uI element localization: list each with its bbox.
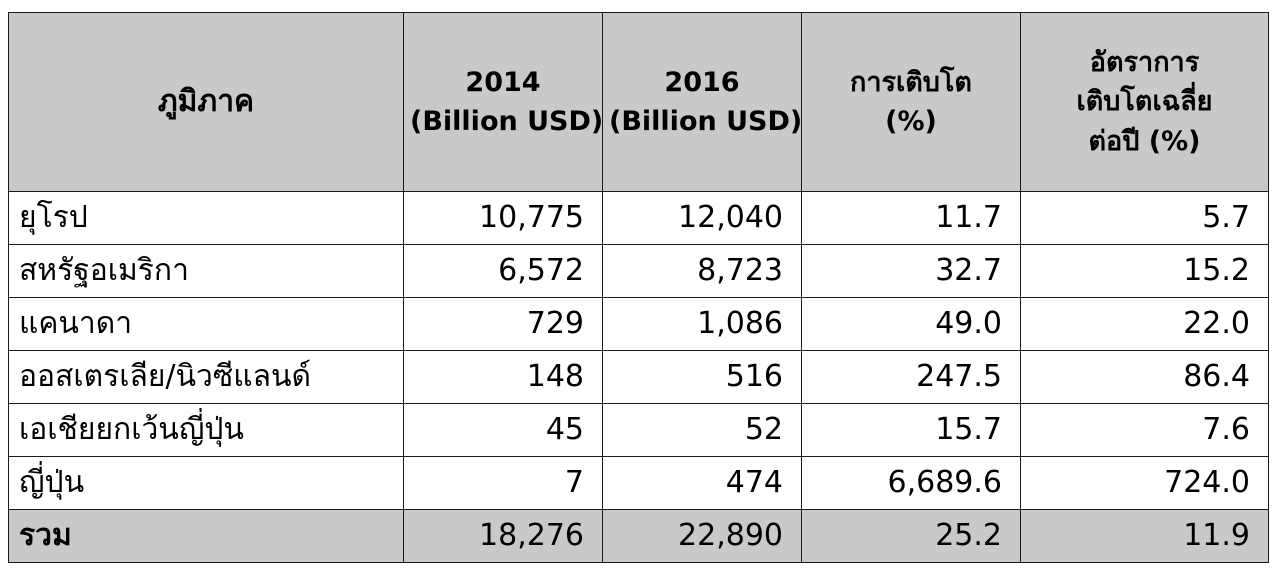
avg-growth-cell: 7.6	[1020, 403, 1269, 457]
avg-growth-cell: 15.2	[1020, 244, 1269, 298]
region-cell: เอเชียยกเว้นญี่ปุ่น	[8, 403, 404, 457]
header-2014: 2014 (Billion USD)	[403, 12, 603, 192]
total-label-cell: รวม	[8, 509, 404, 563]
total-2016-cell: 22,890	[602, 509, 802, 563]
data-table: ภูมิภาค 2014 (Billion USD) 2016 (Billion…	[8, 12, 1269, 563]
header-2016-unit: (Billion USD)	[609, 106, 802, 137]
table-row: แคนาดา 729 1,086 49.0 22.0	[8, 297, 1269, 351]
value-2014-cell: 6,572	[403, 244, 603, 298]
value-2014-cell: 7	[403, 456, 603, 510]
value-2016-cell: 8,723	[602, 244, 802, 298]
header-2016-year: 2016	[664, 66, 740, 98]
region-cell: ออสเตรเลีย/นิวซีแลนด์	[8, 350, 404, 404]
table-row: ออสเตรเลีย/นิวซีแลนด์ 148 516 247.5 86.4	[8, 350, 1269, 404]
growth-cell: 32.7	[801, 244, 1021, 298]
header-avg-line-1: อัตราการ	[1089, 47, 1200, 79]
growth-cell: 49.0	[801, 297, 1021, 351]
value-2014-cell: 148	[403, 350, 603, 404]
header-avg-line-3: ต่อปี (%)	[1088, 125, 1201, 157]
table-row: เอเชียยกเว้นญี่ปุ่น 45 52 15.7 7.6	[8, 403, 1269, 457]
region-cell: ญี่ปุ่น	[8, 456, 404, 510]
growth-cell: 6,689.6	[801, 456, 1021, 510]
avg-growth-cell: 86.4	[1020, 350, 1269, 404]
value-2016-cell: 52	[602, 403, 802, 457]
header-growth-line-1: การเติบโต	[850, 66, 972, 98]
header-2016: 2016 (Billion USD)	[602, 12, 802, 192]
header-growth: การเติบโต (%)	[801, 12, 1021, 192]
value-2014-cell: 729	[403, 297, 603, 351]
value-2016-cell: 516	[602, 350, 802, 404]
header-avg-growth: อัตราการ เติบโตเฉลี่ย ต่อปี (%)	[1020, 12, 1269, 192]
region-cell: สหรัฐอเมริกา	[8, 244, 404, 298]
header-region-line: ภูมิภาค	[157, 84, 255, 120]
total-2014-cell: 18,276	[403, 509, 603, 563]
value-2016-cell: 1,086	[602, 297, 802, 351]
value-2016-cell: 474	[602, 456, 802, 510]
avg-growth-cell: 5.7	[1020, 191, 1269, 245]
growth-cell: 11.7	[801, 191, 1021, 245]
avg-growth-cell: 22.0	[1020, 297, 1269, 351]
total-growth-cell: 25.2	[801, 509, 1021, 563]
table-row: ยุโรป 10,775 12,040 11.7 5.7	[8, 191, 1269, 245]
value-2014-cell: 45	[403, 403, 603, 457]
value-2016-cell: 12,040	[602, 191, 802, 245]
growth-cell: 247.5	[801, 350, 1021, 404]
region-cell: แคนาดา	[8, 297, 404, 351]
region-cell: ยุโรป	[8, 191, 404, 245]
table-row: สหรัฐอเมริกา 6,572 8,723 32.7 15.2	[8, 244, 1269, 298]
header-2014-unit: (Billion USD)	[410, 106, 603, 137]
value-2014-cell: 10,775	[403, 191, 603, 245]
header-region: ภูมิภาค	[8, 12, 404, 192]
header-growth-line-2: (%)	[885, 106, 937, 137]
total-avg-growth-cell: 11.9	[1020, 509, 1269, 563]
avg-growth-cell: 724.0	[1020, 456, 1269, 510]
total-row: รวม 18,276 22,890 25.2 11.9	[8, 509, 1269, 563]
header-avg-line-2: เติบโตเฉลี่ย	[1076, 86, 1213, 118]
header-row: ภูมิภาค 2014 (Billion USD) 2016 (Billion…	[8, 12, 1269, 192]
header-2014-year: 2014	[465, 66, 541, 98]
table-row: ญี่ปุ่น 7 474 6,689.6 724.0	[8, 456, 1269, 510]
growth-cell: 15.7	[801, 403, 1021, 457]
